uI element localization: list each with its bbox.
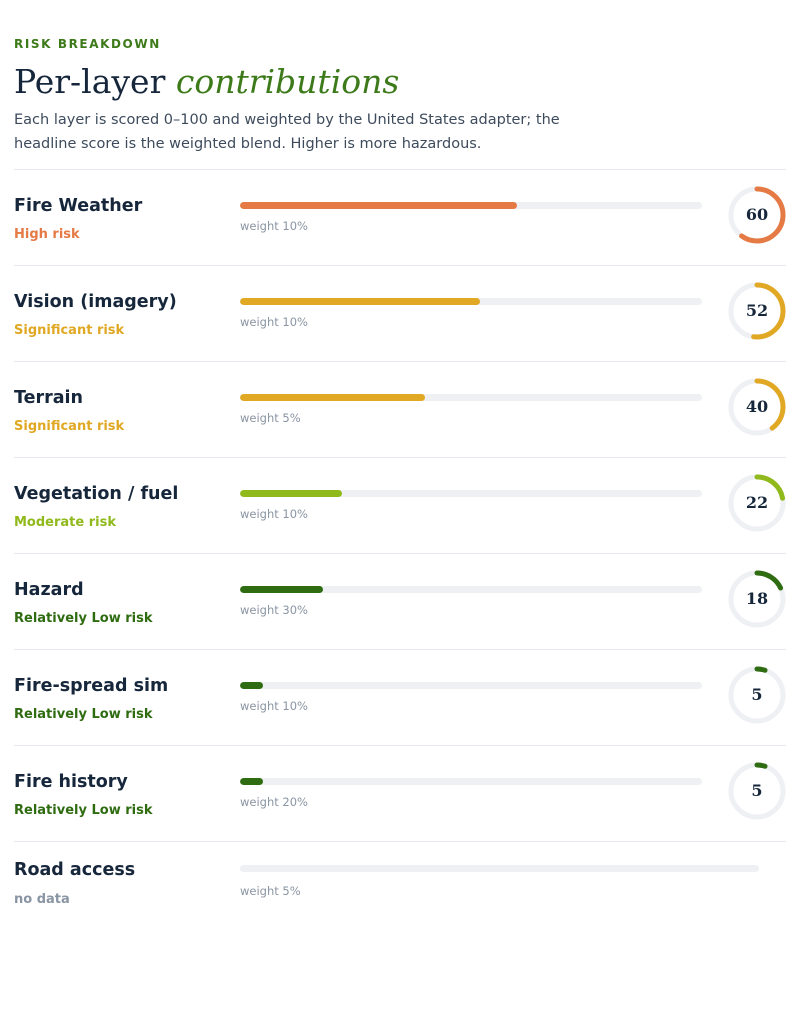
layer-risk-level: Relatively Low risk <box>14 803 152 818</box>
layer-row-road-access: Road access no data weight 5% <box>14 842 786 937</box>
score-value: 40 <box>727 377 787 437</box>
layer-risk-level: Relatively Low risk <box>14 611 152 626</box>
layer-risk-level: Moderate risk <box>14 515 116 530</box>
section-description: Each layer is scored 0–100 and weighted … <box>14 108 574 156</box>
layer-name: Fire Weather <box>14 196 142 216</box>
layer-row-vegetation: Vegetation / fuel Moderate risk weight 1… <box>14 458 786 554</box>
score-bar-fill <box>240 682 263 689</box>
title-emphasis: contributions <box>176 62 399 101</box>
score-bar-track <box>240 298 702 305</box>
layer-row-fire-spread-sim: Fire-spread sim Relatively Low risk weig… <box>14 650 786 746</box>
score-ring: 60 <box>727 185 787 245</box>
score-bar-fill <box>240 394 425 401</box>
layer-weight: weight 10% <box>240 507 308 521</box>
layer-name: Road access <box>14 860 135 880</box>
score-bar-fill <box>240 778 263 785</box>
score-bar-track <box>240 586 702 593</box>
layer-risk-level: Significant risk <box>14 323 124 338</box>
score-bar-fill <box>240 586 323 593</box>
layer-weight: weight 30% <box>240 603 308 617</box>
score-value: 5 <box>727 665 787 725</box>
score-bar-track <box>240 202 702 209</box>
layer-risk-level: Significant risk <box>14 419 124 434</box>
section-eyebrow: RISK BREAKDOWN <box>14 37 161 51</box>
score-bar-fill <box>240 202 517 209</box>
layer-row-fire-weather: Fire Weather High risk weight 10% 60 <box>14 170 786 266</box>
score-bar-track <box>240 682 702 689</box>
layer-name: Fire-spread sim <box>14 676 168 696</box>
score-ring: 5 <box>727 665 787 725</box>
layer-name: Fire history <box>14 772 128 792</box>
score-value: 18 <box>727 569 787 629</box>
layer-weight: weight 10% <box>240 219 308 233</box>
layer-row-terrain: Terrain Significant risk weight 5% 40 <box>14 362 786 458</box>
layer-risk-level: no data <box>14 892 70 907</box>
score-ring: 5 <box>727 761 787 821</box>
layer-name: Vegetation / fuel <box>14 484 178 504</box>
layer-weight: weight 10% <box>240 699 308 713</box>
layer-row-vision: Vision (imagery) Significant risk weight… <box>14 266 786 362</box>
layer-weight: weight 20% <box>240 795 308 809</box>
score-value: 5 <box>727 761 787 821</box>
layer-row-hazard: Hazard Relatively Low risk weight 30% 18 <box>14 554 786 650</box>
score-bar-track <box>240 394 702 401</box>
score-ring: 18 <box>727 569 787 629</box>
score-bar-fill <box>240 490 342 497</box>
score-value: 22 <box>727 473 787 533</box>
score-value: 52 <box>727 281 787 341</box>
score-value: 60 <box>727 185 787 245</box>
section-title: Per-layer contributions <box>14 60 399 104</box>
layer-row-fire-history: Fire history Relatively Low risk weight … <box>14 746 786 842</box>
layer-name: Hazard <box>14 580 84 600</box>
score-ring: 22 <box>727 473 787 533</box>
score-bar-track <box>240 490 702 497</box>
score-ring: 40 <box>727 377 787 437</box>
layer-name: Vision (imagery) <box>14 292 177 312</box>
score-bar-track-empty <box>240 865 759 872</box>
layer-weight: weight 10% <box>240 315 308 329</box>
title-plain: Per-layer <box>14 62 165 101</box>
layer-weight: weight 5% <box>240 884 301 898</box>
layer-list: Fire Weather High risk weight 10% 60 Vis… <box>14 169 786 937</box>
layer-risk-level: Relatively Low risk <box>14 707 152 722</box>
score-bar-fill <box>240 298 480 305</box>
layer-name: Terrain <box>14 388 83 408</box>
score-bar-track <box>240 778 702 785</box>
score-ring: 52 <box>727 281 787 341</box>
layer-risk-level: High risk <box>14 227 80 242</box>
layer-weight: weight 5% <box>240 411 301 425</box>
